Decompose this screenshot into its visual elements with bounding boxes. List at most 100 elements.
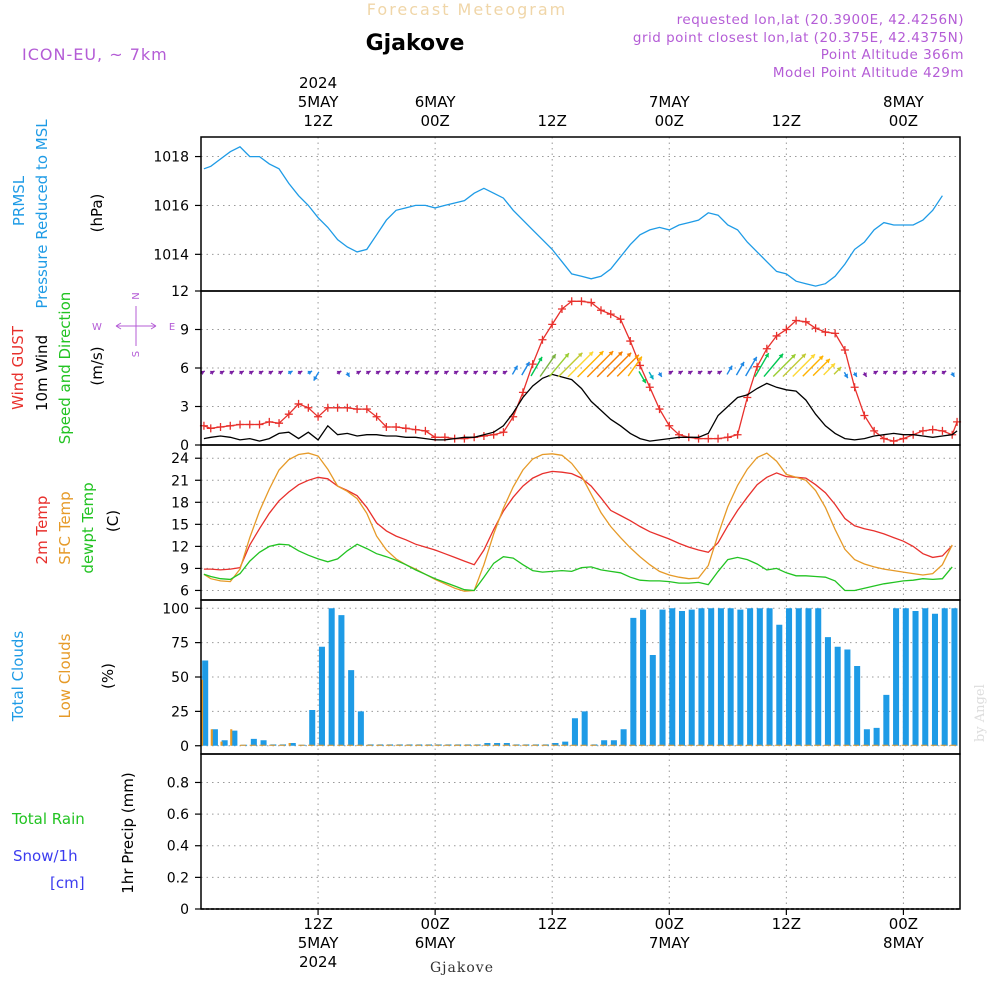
wind-arrow [697, 370, 703, 376]
wind-arrow [307, 370, 313, 376]
bar-zero [385, 744, 392, 746]
bar-zero [677, 744, 684, 746]
data-point [577, 297, 586, 306]
data-point [401, 424, 410, 433]
bottom-time-label: 8MAY [883, 934, 925, 952]
data-point [811, 324, 820, 333]
wind-arrow [492, 370, 498, 376]
bar-zero [872, 744, 879, 746]
data-point [362, 405, 371, 414]
bar-zero [823, 744, 830, 746]
data-bar [737, 609, 744, 746]
wind-arrow [502, 370, 508, 376]
data-point [236, 420, 245, 429]
wind-arrow [823, 362, 836, 376]
y-tick-label: 0.6 [167, 807, 189, 823]
wind-arrow [931, 370, 937, 376]
bar-zero [580, 744, 587, 746]
data-point [587, 298, 596, 307]
top-time-label: 00Z [420, 112, 449, 130]
data-bar [688, 609, 695, 746]
y-tick-label: 9 [180, 323, 189, 339]
bar-zero [619, 744, 626, 746]
wind-arrow [463, 370, 469, 376]
data-point [655, 405, 664, 414]
data-point [899, 434, 908, 443]
bar-zero [346, 744, 353, 746]
data-point [801, 317, 810, 326]
wind-arrow [852, 372, 858, 378]
top-time-label: 7MAY [649, 93, 691, 111]
data-point [753, 362, 762, 371]
bar-zero [687, 744, 694, 746]
point-altitude: Point Altitude 366m [821, 47, 964, 63]
y-tick-label: 0 [180, 438, 189, 454]
data-point [645, 383, 654, 392]
wind-arrow [717, 370, 723, 376]
bar-zero [317, 744, 324, 746]
wind-arrow [707, 370, 713, 376]
wind-arrow [902, 370, 908, 376]
data-point [372, 412, 381, 421]
bottom-time-label: 12Z [303, 915, 332, 933]
data-point [206, 424, 215, 433]
data-bar [357, 711, 364, 746]
bottom-time-label: 2024 [299, 953, 337, 971]
data-point [840, 346, 849, 355]
series-line [203, 373, 958, 442]
y-tick-label: 0 [180, 739, 189, 755]
data-bar [863, 729, 870, 746]
temp-sfc-label: SFC Temp [56, 491, 74, 564]
bar-zero [249, 744, 256, 746]
bar-zero [444, 744, 451, 746]
data-point [831, 329, 840, 338]
data-bar [260, 740, 267, 746]
bar-zero [570, 744, 577, 746]
bar-zero [852, 744, 859, 746]
data-point [860, 411, 869, 420]
station-title: Gjakove [366, 31, 465, 56]
data-bar [844, 649, 851, 746]
data-bar [210, 729, 213, 746]
data-bar [873, 727, 880, 746]
data-point [567, 297, 576, 306]
data-bar [776, 624, 783, 746]
wind-gust-label: Wind GUST [9, 325, 27, 410]
data-point [304, 403, 313, 412]
bar-zero [629, 744, 636, 746]
wind-arrow [395, 370, 401, 376]
bar-zero [697, 744, 704, 746]
pressure-label: Pressure Reduced to MSL [33, 119, 51, 309]
data-bar [834, 646, 841, 746]
top-time-label: 12Z [303, 112, 332, 130]
bar-zero [862, 744, 869, 746]
wind-arrow [596, 351, 623, 378]
wind-arrow [586, 350, 614, 378]
data-point [557, 304, 566, 313]
bar-zero [561, 744, 568, 746]
data-point [460, 434, 469, 443]
top-time-label: 12Z [538, 112, 567, 130]
data-point [265, 417, 274, 426]
top-time-label: 12Z [772, 112, 801, 130]
data-bar [815, 608, 822, 746]
data-point [382, 423, 391, 432]
data-point [616, 315, 625, 324]
data-bar [230, 729, 233, 746]
bottom-time-label: 6MAY [415, 934, 457, 952]
y-tick-label: 6 [180, 361, 189, 377]
pressure-unit: (hPa) [88, 194, 106, 233]
wind-arrow [687, 370, 693, 376]
data-bar [747, 608, 754, 746]
data-point [889, 437, 898, 446]
data-bar [795, 608, 802, 746]
bar-zero [269, 744, 276, 746]
data-bar [824, 637, 831, 746]
wind-arrow [843, 371, 849, 379]
pressure-label: PRMSL [10, 175, 28, 226]
data-bar [756, 608, 763, 746]
wind-arrow [297, 370, 303, 376]
data-bar [288, 743, 291, 746]
data-bar [922, 608, 929, 746]
y-tick-label: 6 [180, 583, 189, 599]
